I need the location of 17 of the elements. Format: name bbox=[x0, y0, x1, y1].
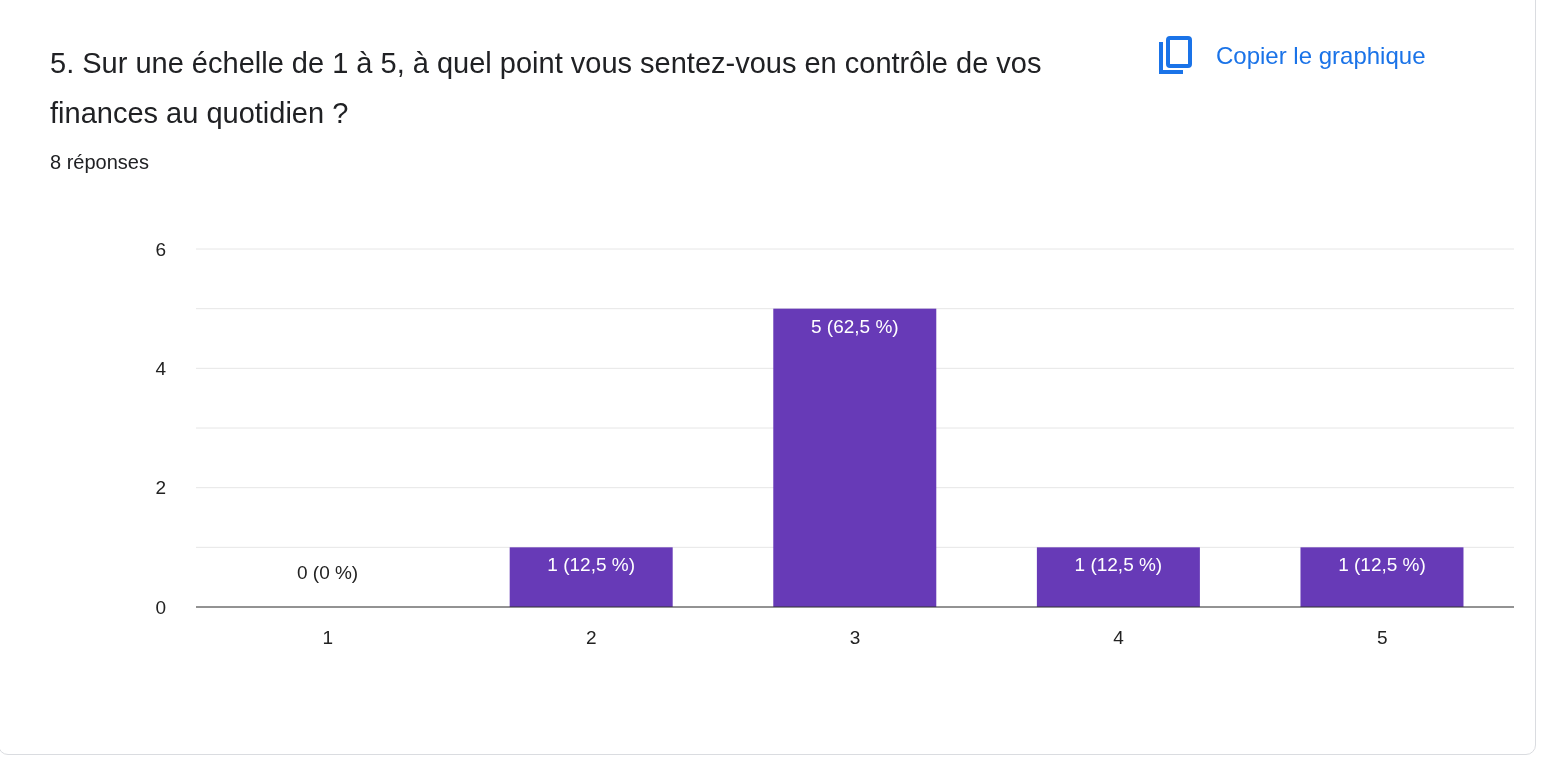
text: Copier le graphique bbox=[1216, 42, 1426, 70]
x-tick-label: 5 bbox=[1376, 627, 1388, 649]
data-label: 1 (12,5 %) bbox=[547, 554, 636, 576]
chart-subtitle: 8 réponses bbox=[50, 151, 149, 174]
x-tick-label: 1 bbox=[322, 627, 334, 649]
data-label: 5 (62,5 %) bbox=[810, 315, 899, 337]
chart-title: 5. Sur une échelle de 1 à 5, à quel point vous sentez-vous en contrôle de vos finances au quotidien ? bbox=[50, 46, 1043, 131]
y-tick-label: 4 bbox=[155, 358, 167, 380]
data-label: 1 (12,5 %) bbox=[1338, 554, 1426, 576]
x-tick-label: 4 bbox=[1113, 627, 1125, 649]
data-label: 1 (12,5 %) bbox=[1074, 554, 1163, 576]
y-tick-label: 6 bbox=[155, 238, 166, 260]
x-tick-label: 3 bbox=[849, 627, 861, 649]
y-tick-label: 0 bbox=[155, 596, 166, 618]
y-tick-label: 2 bbox=[155, 477, 166, 499]
data-label: 0 (0 %) bbox=[296, 562, 359, 583]
x-tick-label: 2 bbox=[586, 627, 597, 649]
